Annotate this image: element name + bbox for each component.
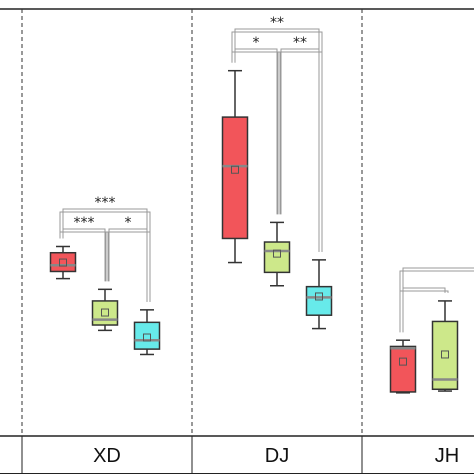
significance-bracket: ** xyxy=(277,35,323,252)
mean-marker xyxy=(273,249,281,258)
mean-marker xyxy=(143,333,151,342)
significance-bracket: * xyxy=(105,215,151,302)
category-label: JH xyxy=(435,445,459,467)
box-jh-2 xyxy=(431,300,459,392)
bracket-line-outer xyxy=(399,290,449,333)
significance-bracket: * xyxy=(231,35,281,215)
mean-marker xyxy=(59,258,67,267)
box-jh-1 xyxy=(389,339,417,394)
significance-label: *** xyxy=(95,195,116,211)
bracket-line-outer xyxy=(59,231,109,282)
bracket-line xyxy=(402,287,446,333)
significance-label: * xyxy=(253,35,260,51)
category-label: DJ xyxy=(265,445,289,467)
significance-label: *** xyxy=(74,215,95,231)
bracket-line xyxy=(234,48,278,215)
mean-marker xyxy=(441,350,449,359)
box-dj-3 xyxy=(305,259,333,330)
box-xd-2 xyxy=(91,288,119,332)
significance-label: * xyxy=(125,215,132,231)
mean-marker xyxy=(399,357,407,366)
mean-marker xyxy=(231,165,239,174)
box-xd-1 xyxy=(49,245,77,280)
bracket-line-outer xyxy=(105,231,151,302)
bracket-line-outer xyxy=(277,51,323,252)
significance-bracket: *** xyxy=(59,215,109,282)
iqr-box xyxy=(431,320,459,391)
iqr-box xyxy=(389,345,417,393)
box-xd-3 xyxy=(133,309,161,356)
iqr-box xyxy=(133,321,161,350)
category-labels: XD DJ JH xyxy=(93,445,459,467)
iqr-box xyxy=(305,285,333,316)
iqr-box xyxy=(91,300,119,326)
bracket-line-outer xyxy=(231,51,281,215)
category-label: XD xyxy=(93,445,121,467)
boxes xyxy=(49,69,459,394)
significance-label: ** xyxy=(270,15,284,31)
mean-marker xyxy=(101,308,109,317)
mean-marker xyxy=(315,292,323,301)
significance-label: ** xyxy=(293,35,307,51)
bracket-line xyxy=(108,228,148,302)
significance-brackets: ****** **** ** xyxy=(59,15,474,333)
box-dj-2 xyxy=(263,221,291,287)
box-dj-1 xyxy=(221,69,249,264)
iqr-box xyxy=(49,251,77,273)
bracket-line xyxy=(280,48,320,252)
significance-bracket xyxy=(399,287,449,333)
iqr-box xyxy=(221,116,249,240)
bracket-line xyxy=(62,228,106,282)
